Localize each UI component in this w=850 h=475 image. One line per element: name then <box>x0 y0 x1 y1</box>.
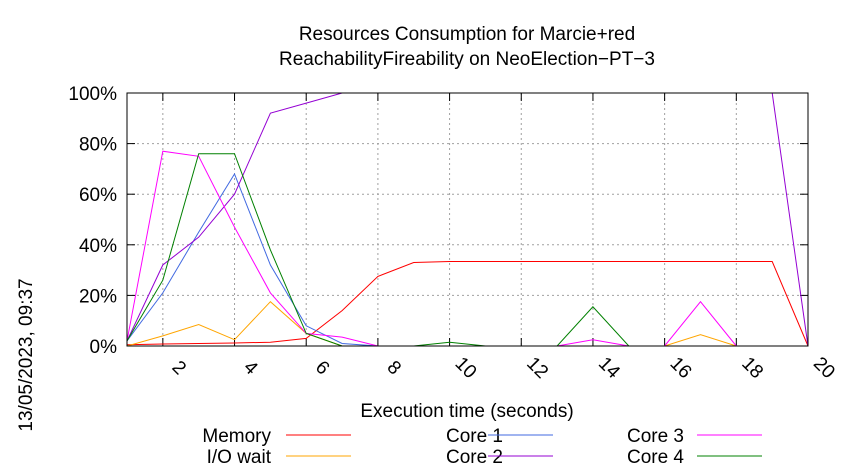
series-line-core-3 <box>126 150 808 347</box>
y-tick-label: 40% <box>79 236 117 257</box>
x-tick-label: 2 <box>168 357 190 379</box>
y-tick-label: 100% <box>68 84 117 105</box>
x-tick-label: 18 <box>737 353 767 383</box>
timestamp-label: 13/05/2023, 09:37 <box>16 278 37 431</box>
legend-label: Core 1 <box>446 426 503 447</box>
x-axis-label: Execution time (seconds) <box>360 401 573 422</box>
series-line-memory <box>126 261 809 347</box>
x-tick-label: 10 <box>451 353 481 383</box>
y-tick-label: 0% <box>90 337 118 358</box>
y-tick-label: 60% <box>79 185 117 206</box>
plot-frame <box>126 92 809 347</box>
x-tick-label: 6 <box>311 357 333 379</box>
legend-label: Core 2 <box>446 447 503 468</box>
series-line-core-1 <box>126 172 808 347</box>
y-tick-label: 80% <box>79 135 117 156</box>
chart-title-line-2: ReachabilityFireability on NeoElection−P… <box>279 49 655 70</box>
x-tick-label: 8 <box>383 357 405 379</box>
x-tick-label: 16 <box>666 353 696 383</box>
x-tick-label: 12 <box>522 353 552 383</box>
y-axis: 0% 20% 40% 60% 80% 100% <box>68 84 808 358</box>
legend-label: I/O wait <box>207 447 272 468</box>
y-tick-label: 20% <box>79 286 117 307</box>
x-tick-label: 20 <box>809 353 839 383</box>
legend-label: Core 3 <box>627 426 684 447</box>
legend-label: Memory <box>202 426 271 447</box>
legend-label: Core 4 <box>627 447 684 468</box>
chart-title-line-1: Resources Consumption for Marcie+red <box>299 24 635 45</box>
x-tick-label: 14 <box>594 353 624 383</box>
series-lines <box>126 92 809 347</box>
x-axis: 2 4 6 8 10 12 14 16 18 20 <box>162 93 839 383</box>
x-tick-label: 4 <box>239 357 262 380</box>
grid <box>127 93 808 346</box>
